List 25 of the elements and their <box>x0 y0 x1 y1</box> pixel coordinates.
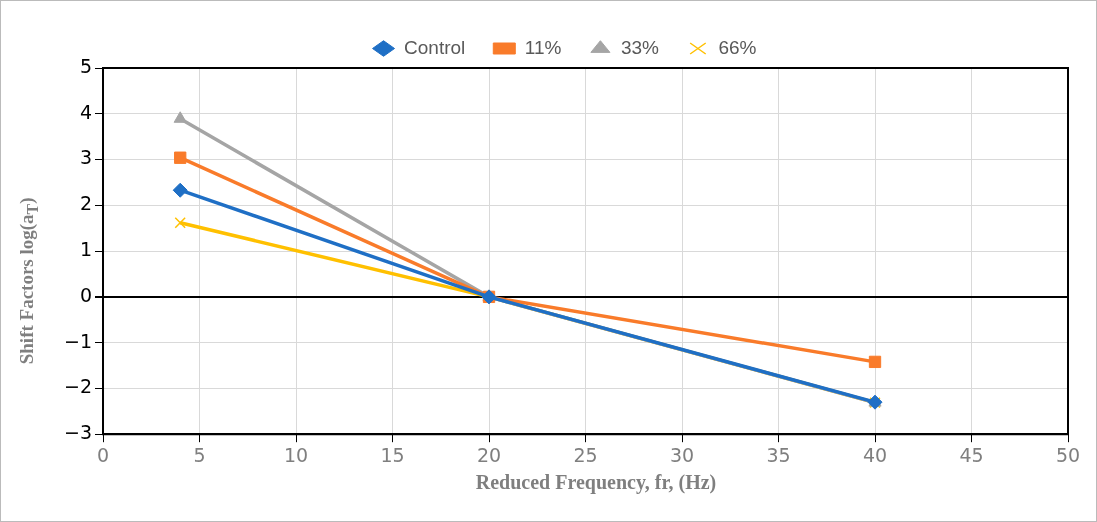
x-tick-label: 45 <box>959 443 984 466</box>
y-tick-label: −2 <box>63 375 93 398</box>
x-tick-label: 30 <box>669 443 695 466</box>
y-tick-label: 5 <box>79 54 93 77</box>
y-tick-label: −3 <box>63 421 93 444</box>
x-axis-title: Reduced Frequency, fr, (Hz) <box>474 471 718 494</box>
legend-label: 11% <box>524 36 562 58</box>
x-tick-label: 0 <box>96 443 110 466</box>
x-tick-label: 40 <box>862 443 888 466</box>
x-tick-label: 25 <box>573 443 598 466</box>
y-tick-label: 4 <box>79 100 93 123</box>
x-tick-label: 5 <box>193 443 206 466</box>
x-tick-label: 10 <box>283 443 309 466</box>
x-tick-label: 50 <box>1055 443 1081 466</box>
legend-label: 66% <box>718 36 757 58</box>
legend-label: Control <box>404 36 466 58</box>
y-tick-label: 3 <box>79 146 93 169</box>
x-tick-label: 15 <box>380 443 405 466</box>
legend-label: 33% <box>620 36 660 58</box>
x-tick-label: 35 <box>766 443 791 466</box>
y-tick-label: 2 <box>79 192 93 215</box>
y-tick-label: 0 <box>79 283 93 306</box>
x-tick-label: 20 <box>476 443 502 466</box>
y-tick-label: −1 <box>63 329 93 352</box>
y-tick-label: 1 <box>79 238 93 261</box>
